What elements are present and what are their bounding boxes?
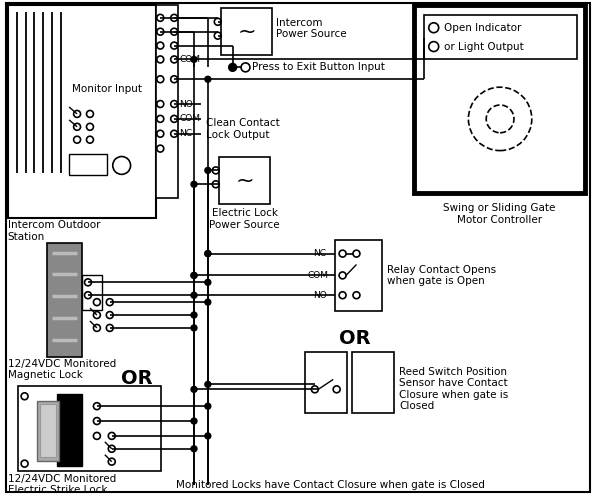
Bar [69,154,107,176]
Bar [414,5,585,193]
Bar [41,404,56,456]
Circle shape [205,250,211,256]
Circle shape [191,312,197,318]
Circle shape [205,382,211,388]
Circle shape [205,403,211,409]
Bar [57,394,82,466]
Bar [18,386,162,470]
Text: ~: ~ [237,22,256,42]
Bar [221,8,272,56]
Text: Reed Switch Position
Sensor have Contact
Closure when gate is
Closed: Reed Switch Position Sensor have Contact… [399,366,508,412]
Text: 12/24VDC Monitored
Electric Strike Lock: 12/24VDC Monitored Electric Strike Lock [8,474,116,495]
Bar [305,352,346,413]
Circle shape [229,64,237,72]
Bar [47,242,82,356]
Circle shape [205,250,211,256]
Circle shape [191,292,197,298]
Text: Press to Exit Button Input: Press to Exit Button Input [253,62,385,72]
Text: Monitor Input: Monitor Input [72,84,142,94]
Text: COM: COM [179,55,200,64]
Circle shape [205,168,211,173]
Text: Monitored Locks have Contact Closure when gate is Closed: Monitored Locks have Contact Closure whe… [176,480,485,490]
Text: Open Indicator: Open Indicator [443,22,521,32]
Circle shape [205,299,211,305]
Text: Intercom
Power Source: Intercom Power Source [276,18,347,40]
Bar [335,240,382,311]
Circle shape [205,433,211,439]
Text: or Light Output: or Light Output [443,42,523,51]
Text: Swing or Sliding Gate
Motor Controller: Swing or Sliding Gate Motor Controller [443,203,555,224]
Circle shape [191,272,197,278]
Text: OR: OR [121,369,153,388]
Circle shape [191,325,197,331]
Text: OR: OR [339,330,370,348]
Text: ~: ~ [235,170,254,190]
Circle shape [191,56,197,62]
Circle shape [191,418,197,424]
Text: NC: NC [179,129,192,138]
Text: NC: NC [313,249,326,258]
Text: NO: NO [179,100,193,108]
Text: COM: COM [179,114,200,124]
Bar [156,5,178,198]
Text: Relay Contact Opens
when gate is Open: Relay Contact Opens when gate is Open [387,264,496,286]
Circle shape [191,272,197,278]
Bar [424,15,578,60]
Circle shape [191,386,197,392]
Text: 12/24VDC Monitored
Magnetic Lock: 12/24VDC Monitored Magnetic Lock [8,358,116,380]
Circle shape [205,280,211,285]
Circle shape [191,446,197,452]
Text: COM: COM [308,271,329,280]
Text: NO: NO [313,290,327,300]
Bar [352,352,394,413]
Text: Intercom Outdoor
Station: Intercom Outdoor Station [8,220,100,242]
Circle shape [191,182,197,187]
Bar [82,276,102,310]
Bar [38,401,59,460]
Text: Clean Contact
Lock Output: Clean Contact Lock Output [206,118,280,140]
Bar [219,156,270,204]
Circle shape [205,76,211,82]
Bar [8,5,156,218]
Text: Electric Lock
Power Source: Electric Lock Power Source [209,208,280,230]
